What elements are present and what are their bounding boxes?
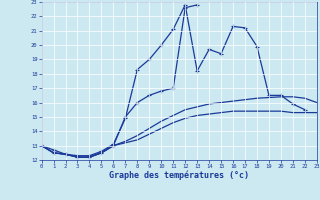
X-axis label: Graphe des températures (°c): Graphe des températures (°c) (109, 171, 249, 180)
